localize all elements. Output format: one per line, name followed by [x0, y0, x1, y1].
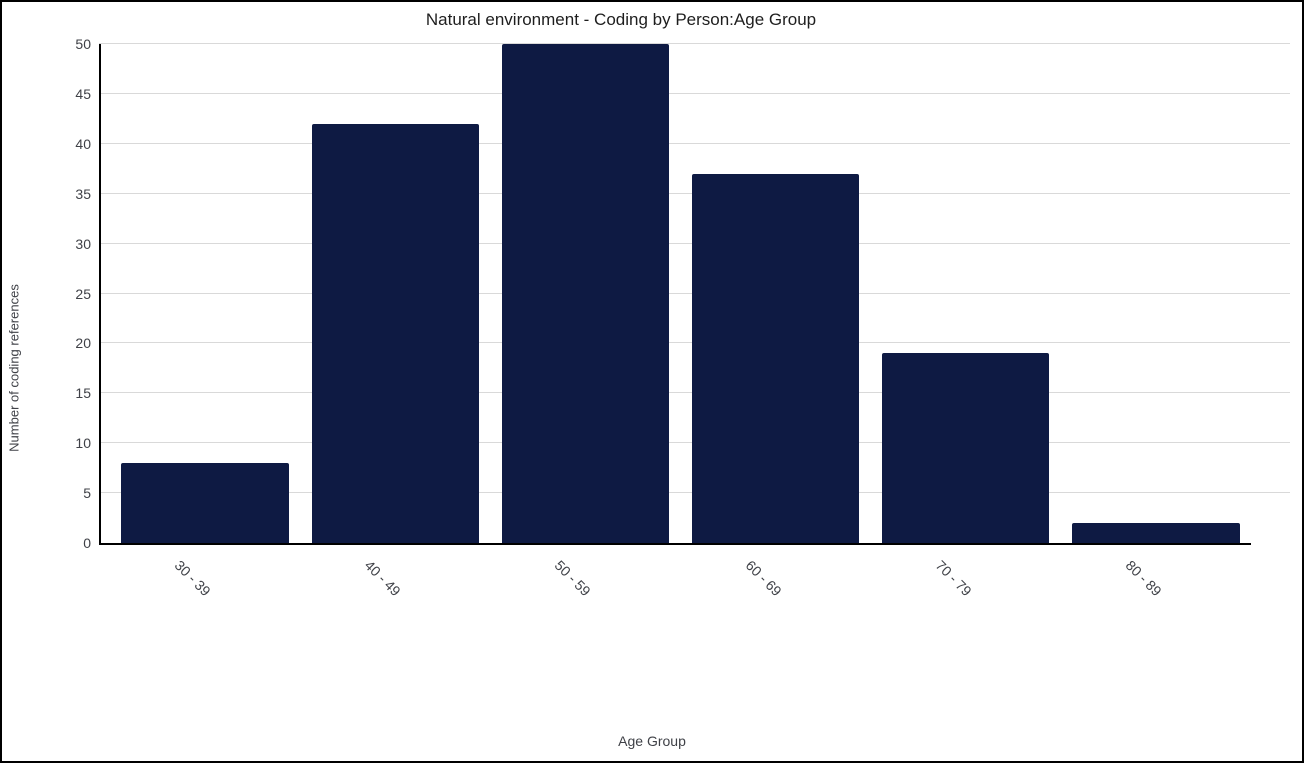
bar-50-59: [501, 44, 670, 543]
gridline-40: [99, 142, 1290, 144]
plot-area: [99, 43, 1290, 545]
y-tick-label-10: 10: [75, 435, 91, 452]
x-tick-label-80-89: 80 - 89: [1122, 557, 1165, 600]
bar-40-49: [311, 123, 479, 543]
x-tick-label-50-59: 50 - 59: [552, 557, 595, 600]
x-axis-title: Age Group: [618, 733, 686, 749]
bar-30-39: [121, 463, 289, 543]
y-tick-label-15: 15: [75, 385, 91, 402]
chart-title: Natural environment - Coding by Person:A…: [425, 10, 817, 29]
y-axis-title: Number of coding references: [6, 284, 22, 452]
gridline-45: [99, 92, 1290, 94]
y-tick-label-30: 30: [75, 235, 91, 252]
x-tick-label-70-79: 70 - 79: [932, 557, 975, 600]
x-tick-label-30-39: 30 - 39: [171, 557, 214, 600]
y-tick-label-45: 45: [75, 85, 91, 102]
x-tick-label-60-69: 60 - 69: [742, 557, 785, 600]
y-tick-label-0: 0: [83, 535, 91, 551]
y-tick-label-5: 5: [83, 485, 91, 502]
x-tick-labels: 30 - 39 40 - 49 50 - 59 60 - 69 70 - 79 80 - …: [110, 547, 1251, 627]
y-axis-line: [99, 44, 101, 543]
bar-70-79: [882, 353, 1050, 543]
x-tick-label-40-49: 40 - 49: [361, 557, 405, 600]
y-tick-label-20: 20: [75, 335, 91, 352]
bar-60-69: [691, 173, 860, 543]
y-tick-label-40: 40: [75, 135, 91, 152]
x-axis-line: [99, 543, 1251, 545]
bar-80-89: [1072, 523, 1240, 543]
y-tick-label-35: 35: [75, 185, 91, 202]
y-tick-label-50: 50: [75, 36, 91, 52]
y-tick-label-25: 25: [75, 285, 91, 302]
gridline-50: [99, 43, 1290, 44]
